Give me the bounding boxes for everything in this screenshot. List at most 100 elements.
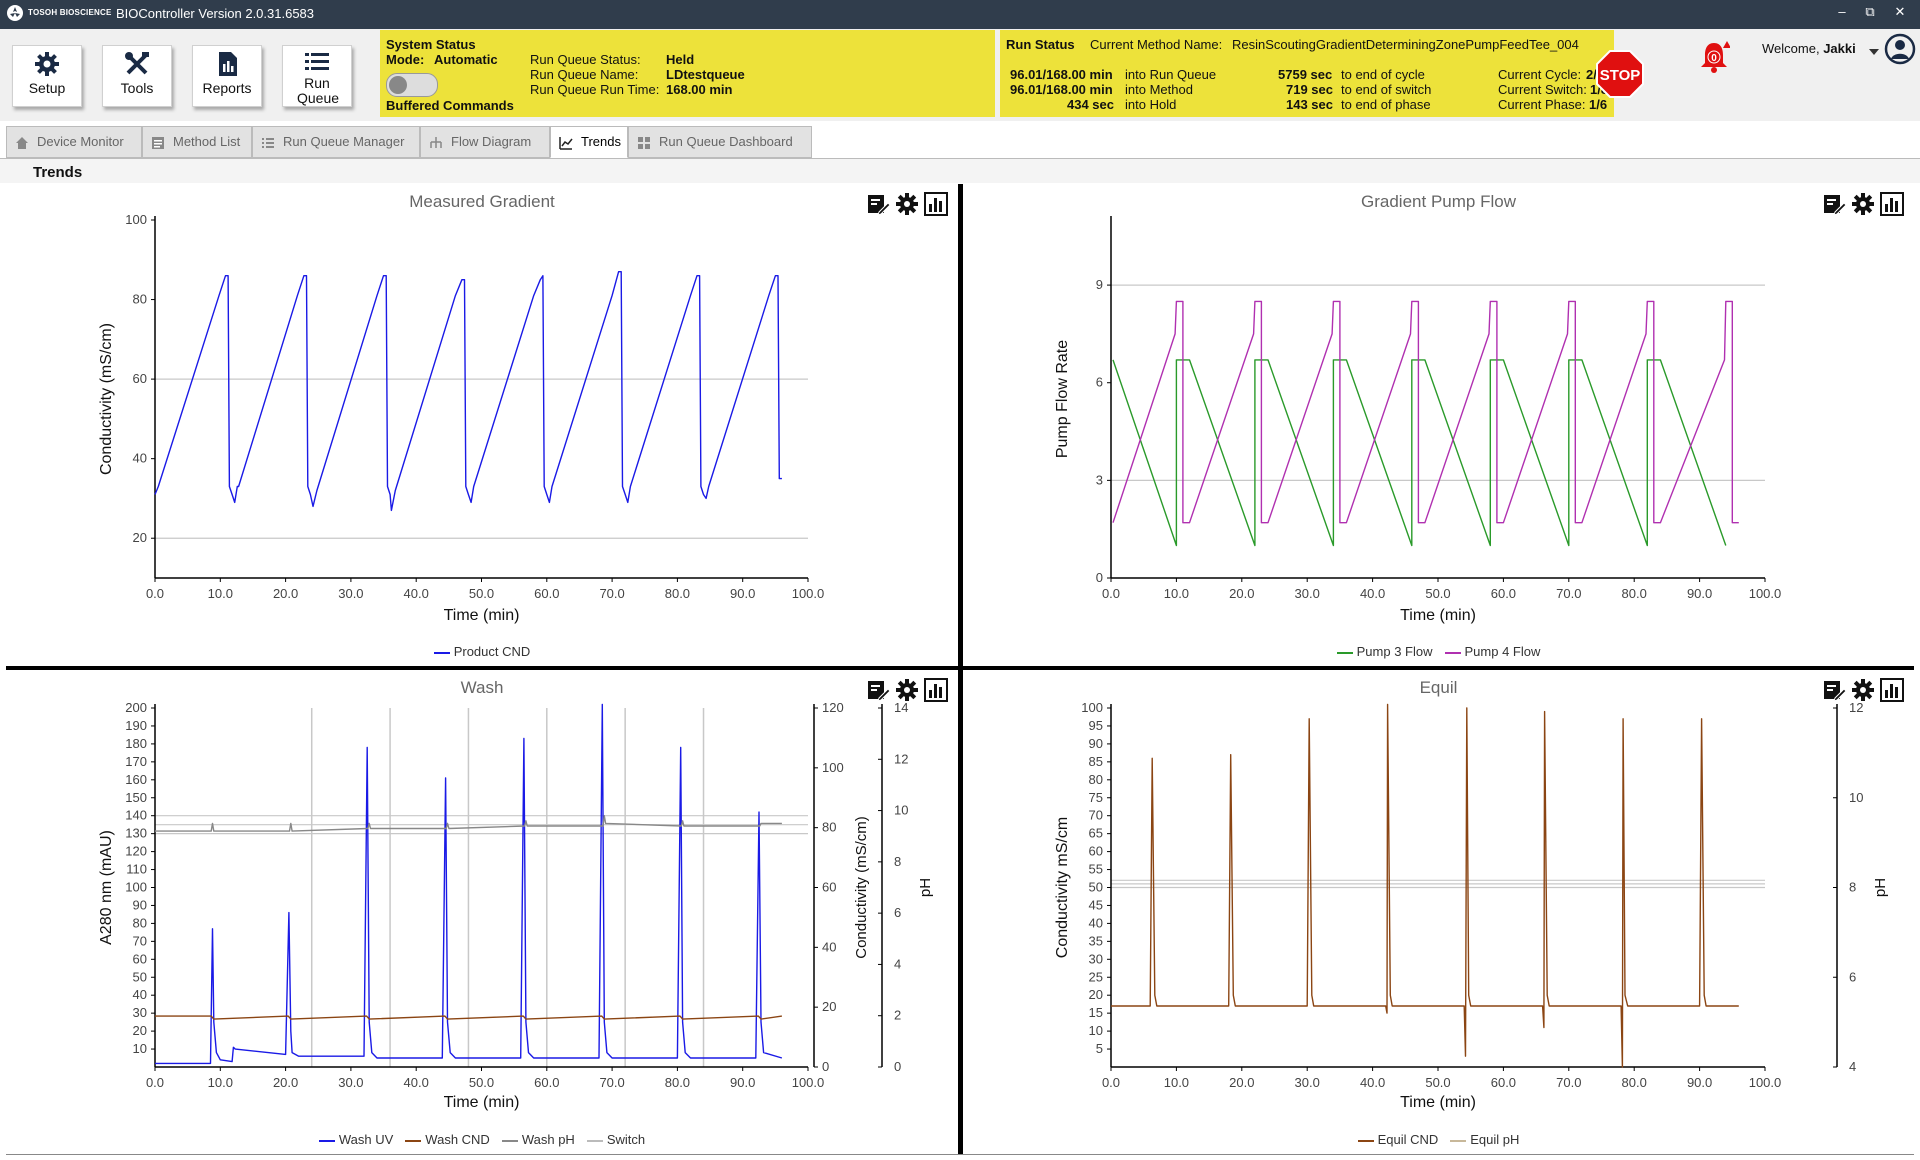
y3-tick-label: 4 — [894, 956, 901, 971]
edit-export-icon[interactable] — [1822, 192, 1846, 216]
tools-button[interactable]: Tools — [102, 45, 172, 107]
chart-title: Wash — [460, 678, 504, 697]
gear-icon[interactable] — [895, 192, 919, 216]
flow-diagram-icon — [430, 137, 442, 148]
tools-label: Tools — [120, 80, 154, 96]
legend-item-wash-cnd[interactable]: Wash CND — [405, 1132, 490, 1147]
edit-export-icon[interactable] — [866, 678, 890, 702]
y2-tick-label: 80 — [822, 820, 836, 835]
y-tick-label: 170 — [125, 754, 147, 769]
toggle-knob — [389, 76, 407, 94]
chart-report-icon[interactable] — [1880, 192, 1904, 216]
gear-icon[interactable] — [1851, 678, 1875, 702]
chart-canvas: 0.0 10.0 20.0 30.0 40.0 50.0 60.0 70.0 80.0 90.0 1… — [98, 212, 824, 624]
y-tick-label: 180 — [125, 736, 147, 751]
x-tick-label: 60.0 — [1491, 586, 1516, 601]
edit-export-icon[interactable] — [866, 192, 890, 216]
series-line-pump-3-flow — [1112, 359, 1727, 547]
y3-tick-label: 10 — [894, 803, 908, 818]
y2-tick-label: 20 — [822, 999, 836, 1014]
reports-button[interactable]: Reports — [192, 45, 262, 107]
edit-export-icon[interactable] — [1822, 678, 1846, 702]
tab-device-monitor[interactable]: Device Monitor — [6, 126, 142, 158]
legend-item-wash-ph[interactable]: Wash pH — [501, 1132, 575, 1147]
stop-button[interactable]: STOP — [1596, 50, 1644, 98]
tab-flow-diagram[interactable]: Flow Diagram — [420, 126, 550, 158]
y-tick-label: 40 — [133, 451, 147, 466]
gear-icon — [35, 52, 59, 76]
legend-label: Equil pH — [1470, 1132, 1520, 1147]
tab-run-queue-dashboard[interactable]: Run Queue Dashboard — [628, 126, 812, 158]
chart-report-icon[interactable] — [924, 192, 948, 216]
x-tick-label: 30.0 — [338, 586, 363, 601]
system-status-panel: System Status Mode: Automatic Buffered C… — [380, 30, 995, 117]
measured-gradient-panel: Measured Gradient 0.0 10.0 20.0 30.0 40.0 50.0… — [6, 184, 958, 666]
legend-item-wash-uv[interactable]: Wash UV — [318, 1132, 393, 1147]
gear-icon[interactable] — [1851, 192, 1875, 216]
setup-button[interactable]: Setup — [12, 45, 82, 107]
legend-label: Switch — [606, 1132, 646, 1147]
y-tick-label: 30 — [1089, 951, 1103, 966]
y2-tick-label: 100 — [822, 760, 844, 775]
chart-legend: Equil CND Equil pH — [963, 1132, 1914, 1147]
chart-toolbar — [1822, 192, 1904, 218]
legend-item-pump-3-flow[interactable]: Pump 3 Flow — [1336, 644, 1433, 659]
report-icon — [219, 52, 237, 76]
y-tick-label: 50 — [133, 969, 147, 984]
legend-swatch — [318, 1139, 335, 1142]
horizontal-divider — [6, 666, 1914, 670]
y3-tick-label: 12 — [1849, 700, 1863, 715]
legend-item-switch[interactable]: Switch — [586, 1132, 646, 1147]
x-tick-label: 20.0 — [273, 1075, 298, 1090]
x-tick-label: 100.0 — [792, 1075, 825, 1090]
system-status-title: System Status — [386, 37, 476, 52]
y-tick-label: 5 — [1096, 1041, 1103, 1056]
x-tick-label: 0.0 — [1102, 586, 1120, 601]
chart-report-icon[interactable] — [1880, 678, 1904, 702]
alerts-bell-icon[interactable]: 0 — [1698, 39, 1730, 75]
phase-remaining-value: 143 sec — [1286, 97, 1333, 112]
series-line-wash-cnd — [155, 1015, 782, 1020]
y-tick-label: 10 — [1089, 1023, 1103, 1038]
user-avatar-icon[interactable] — [1884, 33, 1916, 65]
y2-tick-label: 60 — [822, 880, 836, 895]
y3-tick-label: 2 — [894, 1008, 901, 1023]
cycle-remaining-label: to end of cycle — [1341, 67, 1425, 82]
tab-run-queue-manager[interactable]: Run Queue Manager — [252, 126, 420, 158]
legend-item-equil-ph[interactable]: Equil pH — [1450, 1132, 1519, 1147]
minimize-button[interactable]: – — [1838, 4, 1846, 19]
list-icon — [305, 53, 329, 70]
tab-method-list[interactable]: Method List — [142, 126, 252, 158]
y-tick-label: 40 — [133, 987, 147, 1002]
title-bar: TOSOH BIOSCIENCE BIOController Version 2… — [0, 0, 1920, 29]
tab-trends[interactable]: Trends — [550, 126, 628, 158]
legend-swatch — [405, 1139, 422, 1142]
chart-title: Equil — [1419, 678, 1458, 697]
y-tick-label: 120 — [125, 844, 147, 859]
chart-toolbar — [866, 192, 948, 218]
chart-report-icon[interactable] — [924, 678, 948, 702]
y-tick-label: 80 — [133, 292, 147, 307]
x-tick-label: 90.0 — [730, 586, 755, 601]
chart-toolbar — [866, 678, 948, 704]
trends-header: Trends — [0, 159, 1920, 183]
close-button[interactable]: ✕ — [1894, 4, 1906, 19]
gear-icon[interactable] — [895, 678, 919, 702]
chart-legend: Product CND — [6, 644, 958, 659]
legend-item-product-cnd[interactable]: Product CND — [433, 644, 530, 659]
run-queue-button[interactable]: Run Queue — [282, 45, 352, 107]
legend-item-pump-4-flow[interactable]: Pump 4 Flow — [1444, 644, 1540, 659]
queue-progress-value: 96.01/168.00 min — [1010, 67, 1113, 82]
user-menu-chevron-down-icon[interactable] — [1868, 47, 1880, 57]
restore-button[interactable]: ⧉ — [1865, 4, 1875, 19]
y-tick-label: 95 — [1089, 718, 1103, 733]
welcome-label: Welcome, — [1762, 41, 1820, 56]
y-tick-label: 150 — [125, 790, 147, 805]
x-tick-label: 50.0 — [469, 1075, 494, 1090]
legend-item-equil-cnd[interactable]: Equil CND — [1357, 1132, 1438, 1147]
x-tick-label: 90.0 — [1687, 586, 1712, 601]
current-cycle-label: Current Cycle: — [1498, 67, 1582, 82]
buffered-commands-toggle[interactable] — [386, 73, 438, 97]
y3-tick-label: 0 — [894, 1059, 901, 1074]
legend-swatch — [433, 651, 450, 654]
